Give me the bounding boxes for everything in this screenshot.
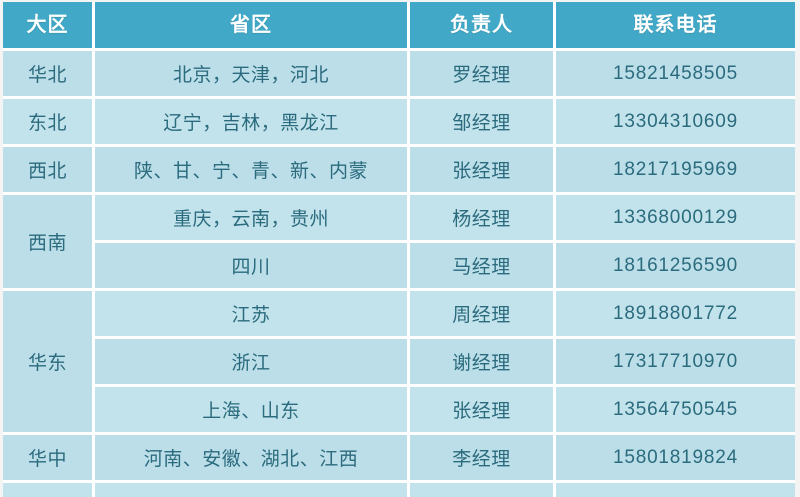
cell-province: 辽宁，吉林，黑龙江 [95, 99, 410, 147]
cell-phone: 15000909079 [556, 483, 795, 497]
cell-province: 北京，天津，河北 [95, 51, 410, 99]
cell-manager: 陈经理 [410, 483, 556, 497]
table-body: 华北 北京，天津，河北 罗经理 15821458505 东北 辽宁，吉林，黑龙江 邹经理 13… [3, 51, 795, 497]
cell-province: 河南、安徽、湖北、江西 [95, 435, 410, 483]
table-row: 华中 河南、安徽、湖北、江西 李经理 15801819824 [3, 435, 795, 483]
cell-phone: 18217195969 [556, 147, 795, 195]
cell-region: 华北 [3, 51, 95, 99]
cell-province: 江苏 [95, 291, 410, 339]
cell-province: 上海、山东 [95, 387, 410, 435]
cell-region: 东北 [3, 99, 95, 147]
table-row: 四川 马经理 18161256590 [3, 243, 795, 291]
cell-phone: 13304310609 [556, 99, 795, 147]
column-header-region: 大区 [3, 2, 95, 51]
column-header-phone: 联系电话 [556, 2, 795, 51]
table-row: 西北 陕、甘、宁、青、新、内蒙 张经理 18217195969 [3, 147, 795, 195]
cell-manager: 罗经理 [410, 51, 556, 99]
cell-province: 广东，广西，湖南、福建，海南 [95, 483, 410, 497]
cell-province: 浙江 [95, 339, 410, 387]
table-row: 上海、山东 张经理 13564750545 [3, 387, 795, 435]
cell-manager: 谢经理 [410, 339, 556, 387]
table-header-row: 大区 省区 负责人 联系电话 [3, 2, 795, 51]
cell-province: 重庆，云南，贵州 [95, 195, 410, 243]
cell-phone: 13564750545 [556, 387, 795, 435]
cell-region: 西北 [3, 147, 95, 195]
column-header-manager: 负责人 [410, 2, 556, 51]
region-contact-table: 大区 省区 负责人 联系电话 华北 北京，天津，河北 罗经理 15821458505 东… [3, 2, 795, 497]
table-row: 浙江 谢经理 17317710970 [3, 339, 795, 387]
cell-region: 华中 [3, 435, 95, 483]
cell-phone: 18918801772 [556, 291, 795, 339]
cell-manager: 杨经理 [410, 195, 556, 243]
cell-phone: 18161256590 [556, 243, 795, 291]
cell-manager: 马经理 [410, 243, 556, 291]
cell-phone: 15821458505 [556, 51, 795, 99]
cell-province: 陕、甘、宁、青、新、内蒙 [95, 147, 410, 195]
cell-phone: 13368000129 [556, 195, 795, 243]
cell-region: 西南 [3, 195, 95, 291]
cell-province: 四川 [95, 243, 410, 291]
column-header-province: 省区 [95, 2, 410, 51]
table-row: 东北 辽宁，吉林，黑龙江 邹经理 13304310609 [3, 99, 795, 147]
table-row: 华北 北京，天津，河北 罗经理 15821458505 [3, 51, 795, 99]
cell-manager: 李经理 [410, 435, 556, 483]
cell-manager: 张经理 [410, 387, 556, 435]
cell-phone: 15801819824 [556, 435, 795, 483]
cell-region: 华东 [3, 291, 95, 435]
table-row: 西南 重庆，云南，贵州 杨经理 13368000129 [3, 195, 795, 291]
table-row: 华东 江苏 周经理 18918801772 [3, 291, 795, 435]
cell-manager: 周经理 [410, 291, 556, 339]
table-row: 华南广东，广西，湖南、福建，海南陈经理15000909079 [3, 483, 795, 497]
table-header: 大区 省区 负责人 联系电话 [3, 2, 795, 51]
cell-region: 华南 [3, 483, 95, 497]
cell-phone: 17317710970 [556, 339, 795, 387]
cell-manager: 张经理 [410, 147, 556, 195]
cell-manager: 邹经理 [410, 99, 556, 147]
